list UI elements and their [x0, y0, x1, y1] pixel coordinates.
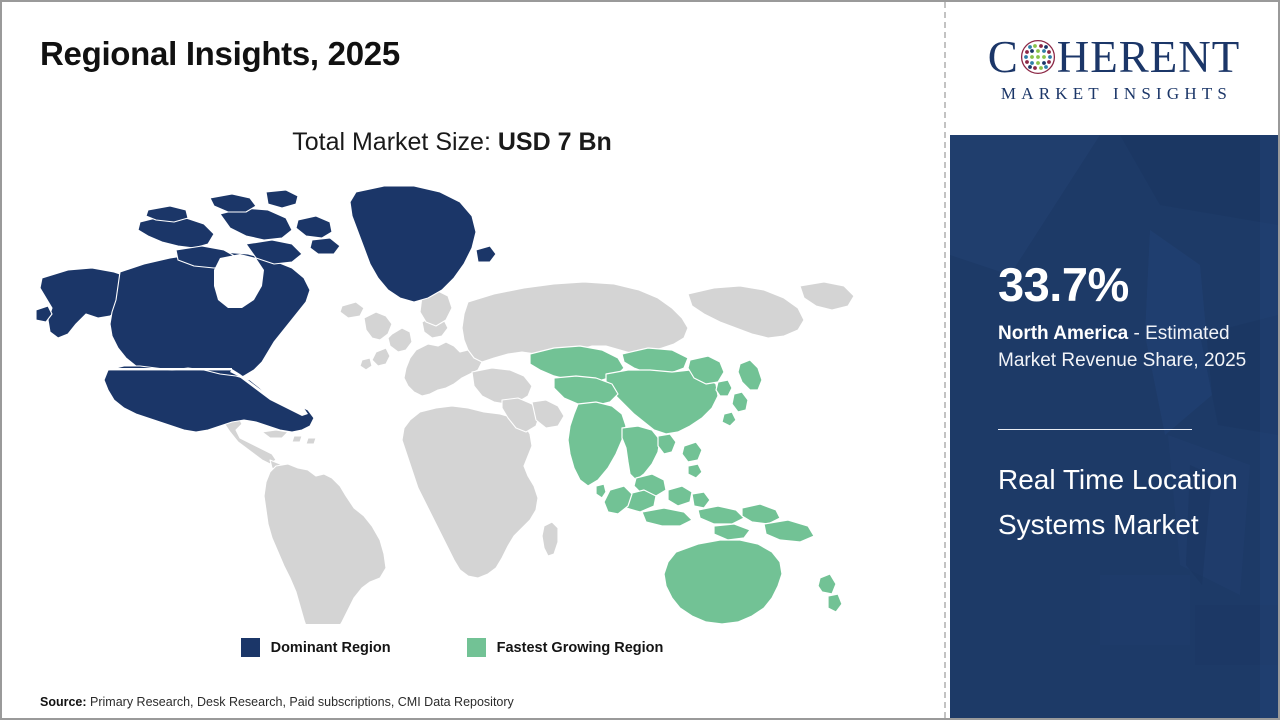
total-market-size: Total Market Size: USD 7 Bn — [2, 128, 902, 157]
stat-divider — [998, 429, 1192, 430]
market-title: Real Time Location Systems Market — [998, 464, 1238, 541]
left-panel: Regional Insights, 2025 Total Market Siz… — [2, 2, 946, 718]
map-region-other — [191, 281, 855, 624]
world-map-container — [24, 174, 904, 624]
logo-letter-c: C — [987, 31, 1019, 82]
legend-swatch-fastest-growing — [466, 638, 486, 657]
logo-wordmark: C — [988, 33, 1241, 81]
legend-swatch-dominant — [240, 638, 260, 657]
globe-dots-icon — [1020, 39, 1055, 75]
right-panel: C — [950, 2, 1278, 718]
stat-content: 33.7% North America - Estimated Market R… — [998, 135, 1268, 718]
stat-panel: 33.7% North America - Estimated Market R… — [950, 135, 1278, 718]
legend-label-fastest-growing: Fastest Growing Region — [496, 639, 664, 656]
panel-texture — [950, 135, 1278, 718]
source-text: Primary Research, Desk Research, Paid su… — [90, 695, 514, 709]
legend-item-fastest-growing: Fastest Growing Region — [466, 638, 664, 657]
map-legend: Dominant Region Fastest Growing Region — [2, 638, 902, 657]
logo-tagline: MARKET INSIGHTS — [1000, 84, 1233, 103]
map-region-dominant — [35, 185, 497, 433]
page-title: Regional Insights, 2025 — [40, 35, 400, 72]
market-size-prefix: Total Market Size: — [292, 128, 491, 156]
stat-region-name: North America — [998, 323, 1129, 344]
source-label: Source: — [40, 695, 87, 709]
vertical-dashed-divider — [944, 2, 946, 718]
legend-label-dominant: Dominant Region — [270, 639, 391, 656]
market-size-value: USD 7 Bn — [497, 128, 612, 156]
logo-word-rest: HERENT — [1056, 31, 1241, 82]
brand-logo: C — [950, 2, 1278, 135]
stat-description-text: - Estimated Market Revenue Share, 2025 — [998, 323, 1247, 371]
source-line: Source: Primary Research, Desk Research,… — [40, 695, 514, 709]
stat-percent-value: 33.7% — [998, 258, 1129, 311]
stat-description: North America - Estimated Market Revenue… — [998, 321, 1264, 375]
map-region-fastest-growing — [529, 345, 843, 624]
world-map-svg — [35, 185, 855, 624]
map-internal-borders — [68, 254, 308, 416]
legend-item-dominant: Dominant Region — [240, 638, 391, 657]
